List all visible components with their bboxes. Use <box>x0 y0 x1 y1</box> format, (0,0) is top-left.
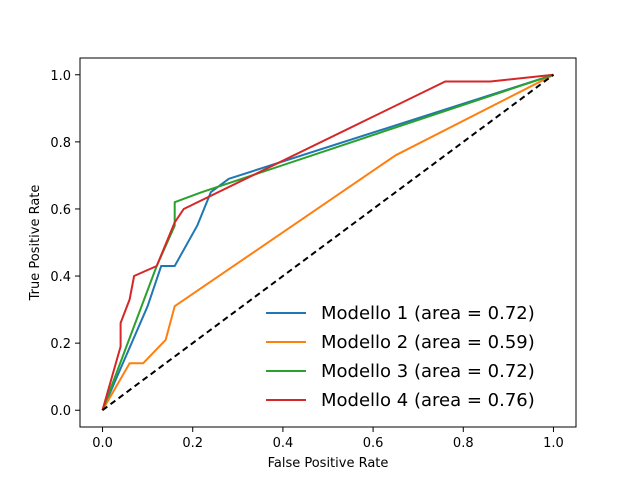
legend: Modello 1 (area = 0.72) Modello 2 (area =… <box>266 303 535 411</box>
series-line-4 <box>101 73 554 411</box>
y-tick-label: 1.0 <box>50 69 71 84</box>
x-tick-label: 0.4 <box>273 436 294 451</box>
x-tick-label: 0.8 <box>453 436 474 451</box>
y-tick-label: 0.8 <box>50 136 71 151</box>
y-axis-label: True Positive Rate <box>28 185 43 302</box>
x-tick-label: 0.2 <box>182 436 203 451</box>
chance-diagonal-line <box>101 73 555 412</box>
legend-label-4: Modello 4 (area = 0.76) <box>321 390 535 411</box>
x-axis-ticks: 0.0 0.2 0.4 0.6 0.8 1.0 <box>92 427 564 451</box>
legend-label-2: Modello 2 (area = 0.59) <box>321 332 535 353</box>
plot-lines <box>101 73 555 412</box>
legend-label-1: Modello 1 (area = 0.72) <box>321 303 535 324</box>
y-tick-label: 0.0 <box>50 404 71 419</box>
y-tick-label: 0.6 <box>50 203 71 218</box>
y-tick-label: 0.2 <box>50 337 71 352</box>
x-tick-label: 0.0 <box>92 436 113 451</box>
x-tick-label: 0.6 <box>363 436 384 451</box>
series-line-2 <box>101 73 554 411</box>
x-tick-label: 1.0 <box>543 436 564 451</box>
legend-label-3: Modello 3 (area = 0.72) <box>321 361 535 382</box>
series-line-1 <box>101 73 554 411</box>
axes-frame <box>79 57 577 428</box>
y-axis-ticks: 0.0 0.2 0.4 0.6 0.8 1.0 <box>50 69 80 419</box>
x-axis-label: False Positive Rate <box>268 456 389 471</box>
y-tick-label: 0.4 <box>50 270 71 285</box>
